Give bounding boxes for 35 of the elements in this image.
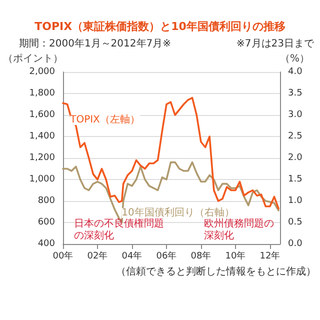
y2-tick-label: 3.0	[288, 110, 303, 120]
x-tick-label: 12年	[260, 250, 280, 262]
y2-tick-label: 2.0	[288, 153, 303, 163]
text: （信頼できると判断した情報をもとに作成）	[116, 266, 316, 278]
y-tick-label: 400	[38, 239, 56, 249]
y2-axis-title: （%）	[280, 54, 310, 64]
y-tick-label: 800	[38, 196, 56, 206]
y-tick-label: 1,000	[29, 174, 56, 184]
y-tick-label: 600	[38, 218, 56, 228]
x-tick-label: 04年	[122, 250, 142, 262]
y-axis-title: （ポイント）	[3, 54, 63, 64]
chart-subtitle: 期間：2000年1月～2012年7月※	[19, 38, 172, 50]
y-tick-label: 1,400	[29, 132, 56, 142]
y-tick-label: 1,200	[29, 153, 56, 163]
x-tick-label: 00年	[52, 250, 74, 262]
x-tick-label: 08年	[190, 250, 212, 262]
series-label: 10年国債利回り（右軸）	[122, 206, 234, 218]
x-tick-label: 06年	[156, 250, 177, 262]
y2-tick-label: 4.0	[288, 67, 303, 77]
y2-tick-label: 1.0	[288, 196, 303, 206]
y2-tick-label: 0.5	[288, 218, 302, 228]
x-tick-label: 02年	[87, 250, 108, 262]
y2-tick-label: 2.5	[288, 132, 302, 142]
y-tick-label: 2,000	[29, 67, 56, 77]
series-label: TOPIX（左軸）	[69, 114, 140, 126]
y2-tick-label: 0.0	[288, 239, 303, 249]
y-tick-label: 1,600	[29, 110, 56, 120]
text: ※7月は23日まで	[236, 38, 315, 50]
y2-tick-label: 3.5	[288, 88, 302, 98]
y2-tick-label: 1.5	[288, 174, 302, 184]
annotation: 欧州債務問題の深刻化	[204, 218, 274, 242]
annotation: 日本の不良債権問題の深刻化	[74, 218, 164, 242]
y-tick-label: 1,800	[29, 88, 56, 98]
chart-title: TOPIX（東証株価指数）と10年国債利回りの推移	[34, 20, 286, 33]
x-tick-label: 10年	[225, 250, 246, 262]
